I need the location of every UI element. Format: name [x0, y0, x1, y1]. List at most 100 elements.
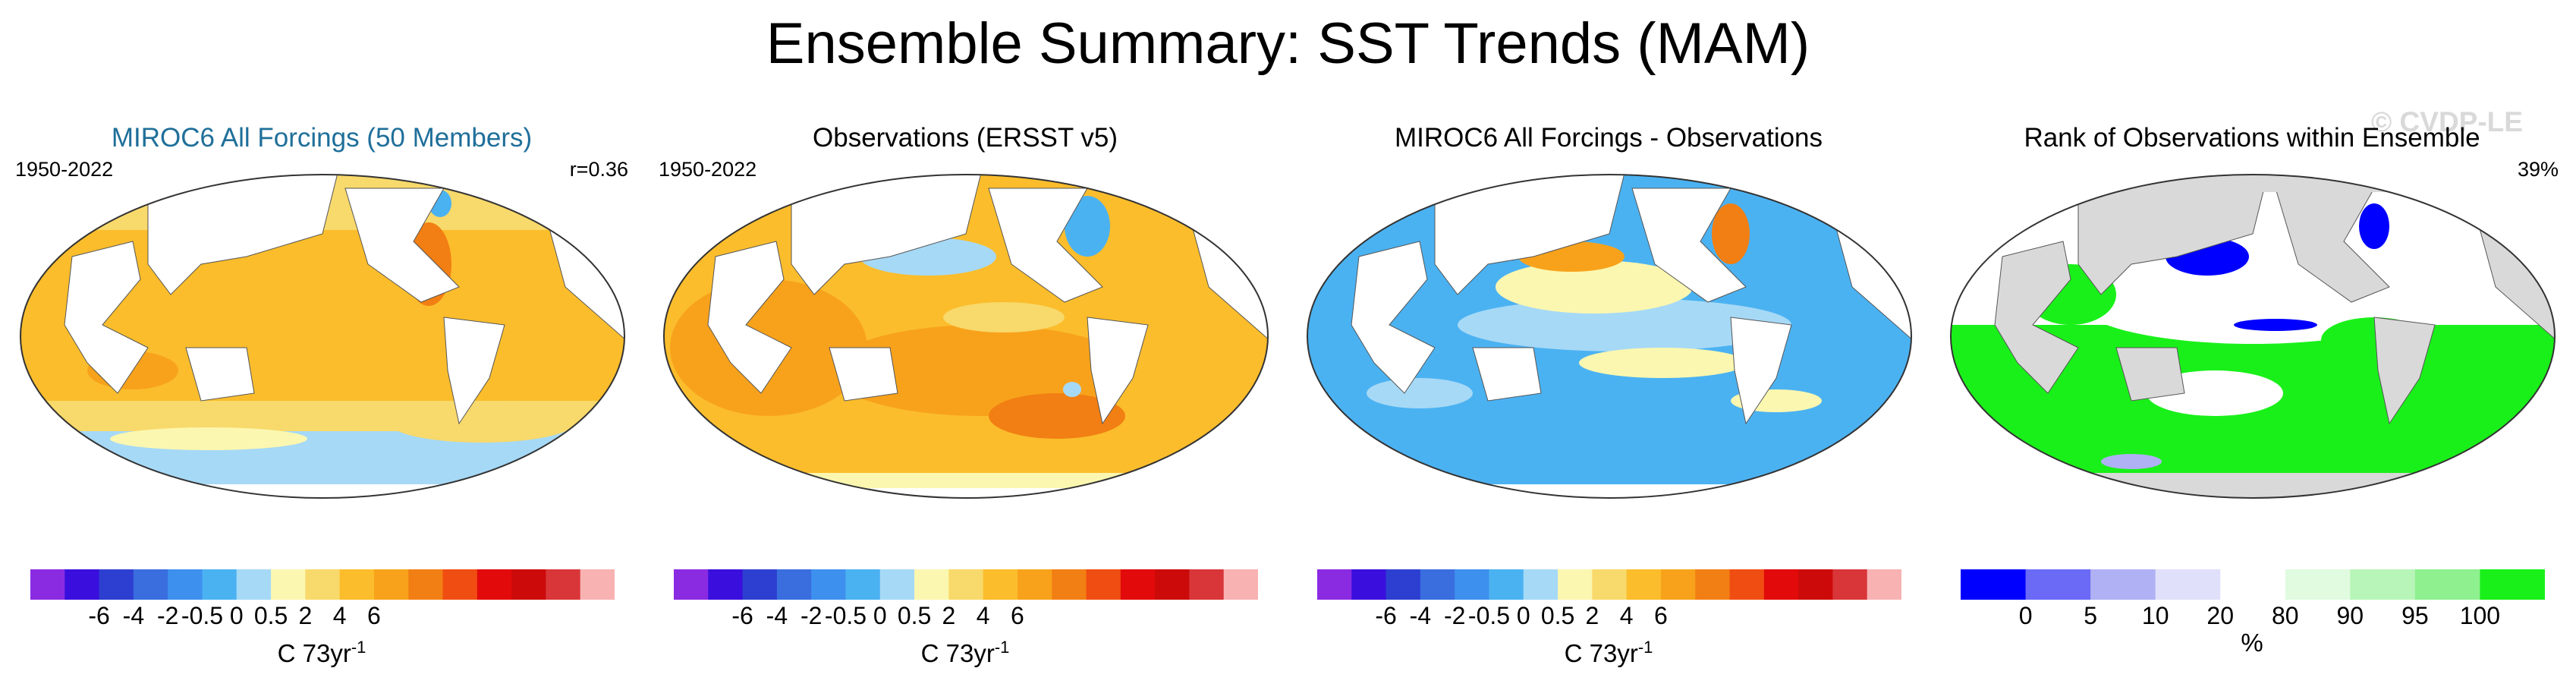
- south-pacific-patch: [110, 427, 307, 450]
- colorbar-swatch: [133, 569, 168, 600]
- colorbar-swatch: [168, 569, 203, 600]
- east-pacific-blue: [2234, 319, 2317, 331]
- colorbar-swatch: [1455, 569, 1489, 600]
- colorbar-tick-label: 0.5: [1541, 602, 1574, 629]
- colorbar-swatch: [948, 569, 984, 600]
- colorbar-tick-label: 6: [1011, 602, 1024, 629]
- colorbar-tick-label: -0.5: [825, 602, 867, 629]
- south-america-land: [1730, 317, 1792, 425]
- colorbar: [30, 569, 615, 600]
- colorbar-swatch: [477, 569, 512, 600]
- colorbar-swatch: [442, 569, 478, 600]
- colorbar-swatch: [236, 569, 272, 600]
- colorbar-swatch: [580, 569, 615, 600]
- colorbar-tick-label: -6: [1375, 602, 1396, 629]
- colorbar-tick-label: 4: [1620, 602, 1634, 629]
- colorbar-tick-label: 0: [2019, 602, 2033, 629]
- colorbar-label: %: [2241, 629, 2263, 657]
- colorbar-ticks: 0 5 10 20 80 90 95 100: [2019, 602, 2500, 629]
- map-difference: [1307, 174, 1912, 499]
- colorbar-ticks: -6 -4 -2 -0.5 0 0.5 2 4 6: [731, 602, 1024, 629]
- colorbar-swatch: [1695, 569, 1731, 600]
- asia-land: [791, 175, 982, 295]
- colorbar-swatch: [2220, 569, 2286, 600]
- colorbar-swatch: [1867, 569, 1901, 600]
- colorbar-label: C 73yr-1: [920, 638, 1010, 667]
- colorbar-tick-label: 0: [230, 602, 244, 629]
- indian-light: [1367, 378, 1473, 408]
- australia-land: [1472, 347, 1542, 402]
- period-label: 1950-2022: [659, 158, 757, 181]
- figure-title: Ensemble Summary: SST Trends (MAM): [766, 11, 1810, 76]
- colorbar-swatch: [1626, 569, 1662, 600]
- map-border: [1307, 174, 1912, 499]
- colorbar-tick-label: 4: [977, 602, 990, 629]
- colorbar-tick-label: -2: [800, 602, 822, 629]
- map-border: [20, 174, 625, 499]
- colorbar-swatch: [1489, 569, 1524, 600]
- colorbar-swatch: [1660, 569, 1696, 600]
- australia-land: [829, 347, 898, 402]
- colorbar-swatch: [1351, 569, 1387, 600]
- australia-land: [2115, 347, 2185, 402]
- colorbar-swatch: [1729, 569, 1765, 600]
- colorbar-tick-label: 95: [2401, 602, 2429, 629]
- africa-land: [1994, 241, 2079, 394]
- map-border: [663, 174, 1269, 499]
- colorbar-swatch: [2285, 569, 2351, 600]
- colorbar-swatch: [1223, 569, 1258, 600]
- colorbar-swatch: [1592, 569, 1628, 600]
- colorbar-tick-label: -4: [123, 602, 144, 629]
- watermark: © CVDP-LE: [2371, 106, 2523, 137]
- colorbar-swatch: [879, 569, 915, 600]
- south-pacific-light: [1579, 348, 1746, 378]
- colorbar-swatch: [202, 569, 237, 600]
- colorbar-swatch: [30, 569, 65, 600]
- colorbar-tick-label: 5: [2084, 602, 2097, 629]
- colorbar-swatch: [914, 569, 949, 600]
- colorbar-ticks: -6 -4 -2 -0.5 0 0.5 2 4 6: [88, 602, 381, 629]
- arctic-land: [1951, 175, 2555, 192]
- colorbar-swatch: [1155, 569, 1190, 600]
- colorbar-tick-label: -4: [1410, 602, 1431, 629]
- colorbar-swatch: [845, 569, 881, 600]
- colorbar: [674, 569, 1258, 600]
- colorbar-swatch: [2155, 569, 2221, 600]
- south-atlantic-warm: [989, 393, 1125, 439]
- colorbar: [1317, 569, 1901, 600]
- colorbar-swatch: [742, 569, 778, 600]
- panel-difference: MIROC6 All Forcings - Observations -6 -4-…: [1287, 0, 1930, 687]
- colorbar-tick-label: 6: [1654, 602, 1668, 629]
- colorbar-swatch: [811, 569, 846, 600]
- colorbar-tick-label: 6: [367, 602, 381, 629]
- colorbar-tick-label: 80: [2272, 602, 2299, 629]
- panel-title: Observations (ERSST v5): [813, 123, 1118, 153]
- panel-title: MIROC6 All Forcings (50 Members): [111, 123, 533, 153]
- map-observations: [663, 174, 1269, 499]
- southern-light-blue: [2101, 454, 2162, 469]
- colorbar-swatch: [1832, 569, 1868, 600]
- colorbar-tick-label: -4: [766, 602, 788, 629]
- panel-title: MIROC6 All Forcings - Observations: [1394, 123, 1823, 153]
- south-america-land: [1087, 317, 1149, 425]
- colorbar-swatch: [2090, 569, 2156, 600]
- colorbar-label: C 73yr-1: [1564, 638, 1653, 667]
- map-model: [20, 174, 625, 499]
- south-america-land: [443, 317, 505, 425]
- colorbar-tick-label: -0.5: [181, 602, 223, 629]
- colorbar-swatch: [1961, 569, 2027, 600]
- colorbar-swatch: [1420, 569, 1455, 600]
- colorbar-swatch: [1523, 569, 1558, 600]
- panel-rank: Rank of Observations within Ensemble 39%: [1930, 0, 2574, 687]
- colorbar-tick-label: -6: [731, 602, 753, 629]
- north-atlantic-cool: [1065, 196, 1110, 257]
- colorbar-tick-label: -0.5: [1468, 602, 1510, 629]
- colorbar-tick-label: -6: [88, 602, 109, 629]
- africa-land: [64, 241, 149, 394]
- equatorial-band: [1458, 298, 1791, 351]
- africa-land: [707, 241, 792, 394]
- colorbar-tick-label: -2: [1444, 602, 1465, 629]
- colorbar-swatch: [2480, 569, 2545, 600]
- rank-percent-label: 39%: [2517, 158, 2559, 181]
- colorbar-swatch: [99, 569, 134, 600]
